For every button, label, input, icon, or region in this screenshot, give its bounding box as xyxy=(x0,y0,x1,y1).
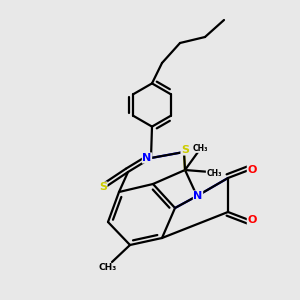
Text: CH₃: CH₃ xyxy=(99,263,117,272)
Text: CH₃: CH₃ xyxy=(192,143,208,152)
Text: O: O xyxy=(247,215,257,225)
Text: N: N xyxy=(194,191,202,201)
Text: S: S xyxy=(181,145,189,155)
Text: CH₃: CH₃ xyxy=(206,169,222,178)
Text: N: N xyxy=(142,153,152,163)
Text: O: O xyxy=(247,165,257,175)
Text: S: S xyxy=(99,182,107,192)
